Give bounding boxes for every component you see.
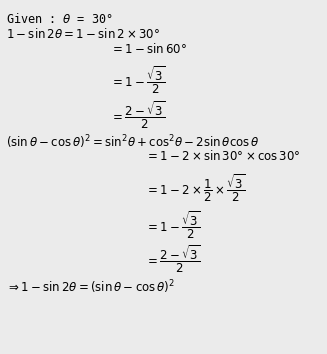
Text: $1 - \sin 2\theta = 1 - \sin 2 \times 30°$: $1 - \sin 2\theta = 1 - \sin 2 \times 30…	[6, 27, 160, 41]
Text: $= 1 - \dfrac{\sqrt{3}}{2}$: $= 1 - \dfrac{\sqrt{3}}{2}$	[145, 210, 201, 241]
Text: Given : $\theta$ = 30°: Given : $\theta$ = 30°	[6, 12, 112, 26]
Text: $= \dfrac{2 - \sqrt{3}}{2}$: $= \dfrac{2 - \sqrt{3}}{2}$	[145, 244, 201, 275]
Text: $= \dfrac{2 - \sqrt{3}}{2}$: $= \dfrac{2 - \sqrt{3}}{2}$	[110, 100, 165, 131]
Text: $(\sin \theta - \cos \theta)^2 = \sin^2\!\theta + \cos^2\!\theta - 2\sin \theta : $(\sin \theta - \cos \theta)^2 = \sin^2\…	[6, 133, 260, 150]
Text: $= 1 - \sin 60°$: $= 1 - \sin 60°$	[110, 42, 187, 56]
Text: $\Rightarrow 1 - \sin 2\theta = (\sin \theta - \cos \theta)^2$: $\Rightarrow 1 - \sin 2\theta = (\sin \t…	[6, 278, 175, 296]
Text: $= 1 - 2 \times \dfrac{1}{2} \times \dfrac{\sqrt{3}}{2}$: $= 1 - 2 \times \dfrac{1}{2} \times \dfr…	[145, 173, 246, 204]
Text: $= 1 - \dfrac{\sqrt{3}}{2}$: $= 1 - \dfrac{\sqrt{3}}{2}$	[110, 65, 165, 96]
Text: $= 1 - 2 \times \sin 30° \times \cos 30°$: $= 1 - 2 \times \sin 30° \times \cos 30°…	[145, 149, 301, 163]
